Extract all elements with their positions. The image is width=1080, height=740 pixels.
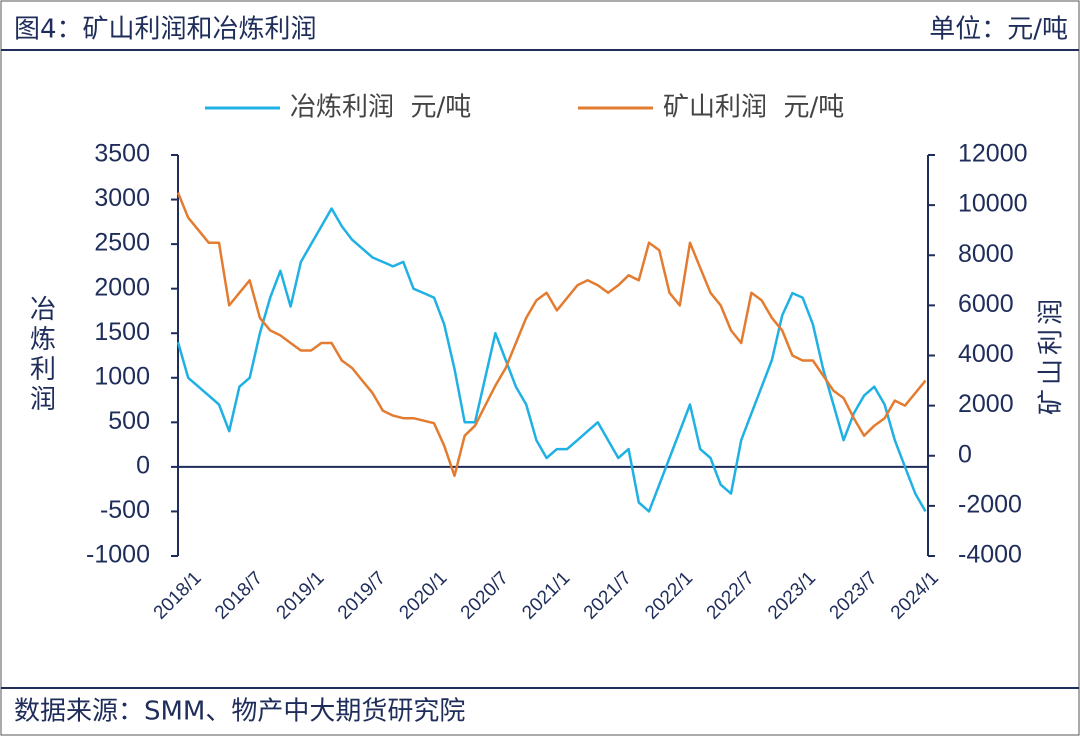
y-tick-label: 1500 — [94, 318, 150, 346]
y2-axis-title: 矿山利润 — [1037, 295, 1067, 415]
y-tick-label: 3500 — [94, 140, 150, 168]
y2-tick-label: 0 — [958, 440, 972, 468]
legend-label: 矿山利润 元/吨 — [663, 93, 844, 123]
y-tick-label: 2000 — [94, 273, 150, 301]
y-tick-label: -500 — [100, 496, 150, 524]
header-title: 图4：矿山利润和冶炼利润 — [14, 15, 317, 45]
y2-tick-label: -2000 — [958, 490, 1022, 518]
y2-tick-label: 6000 — [958, 290, 1014, 318]
y2-tick-label: 2000 — [958, 390, 1014, 418]
y2-tick-label: -4000 — [958, 541, 1022, 569]
series-line — [176, 207, 927, 513]
y-axis-title: 冶炼利润 — [26, 295, 56, 415]
y-tick-label: 0 — [136, 451, 150, 479]
y-tick-label: -1000 — [86, 541, 150, 569]
y2-tick-label: 4000 — [958, 340, 1014, 368]
y2-tick-label: 10000 — [958, 190, 1028, 218]
y-tick-label: 1000 — [94, 362, 150, 390]
header-unit: 单位：元/吨 — [929, 15, 1068, 45]
y-tick-label: 2500 — [94, 229, 150, 257]
legend-label: 冶炼利润 元/吨 — [290, 93, 471, 123]
y2-tick-label: 8000 — [958, 240, 1014, 268]
footer-source: 数据来源：SMM、物产中大期货研究院 — [14, 697, 465, 727]
y-tick-label: 500 — [108, 407, 150, 435]
y-tick-label: 3000 — [94, 184, 150, 212]
y2-tick-label: 12000 — [958, 140, 1028, 168]
series-line — [176, 192, 927, 478]
